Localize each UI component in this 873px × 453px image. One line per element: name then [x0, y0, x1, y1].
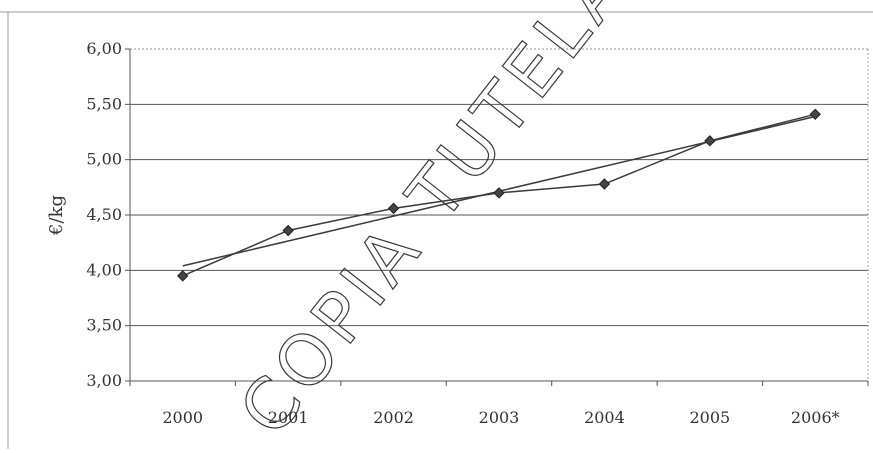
x-tick-label: 2000 — [162, 408, 203, 427]
x-tick-labels: 2000 2001 2002 2003 2004 2005 2006* — [162, 408, 839, 427]
data-point-marker — [387, 202, 400, 215]
data-point-marker — [809, 108, 821, 121]
watermark-group: COPIA TUTELATA DA GURITEL — [223, 0, 873, 451]
markers-group — [177, 108, 821, 282]
y-tick-label: 3,00 — [86, 371, 122, 390]
data-point-marker — [282, 224, 294, 237]
data-point-marker — [177, 270, 189, 282]
y-axis-title: €/kg — [46, 195, 67, 236]
data-point-marker — [598, 178, 611, 190]
x-tick-label: 2005 — [689, 408, 730, 427]
x-tick-label: 2004 — [584, 408, 625, 427]
grid-lines — [130, 48, 868, 327]
data-point-marker — [704, 135, 716, 147]
x-tick-label: 2003 — [479, 408, 520, 427]
y-tick-label: 6,00 — [86, 39, 122, 58]
y-tick-label: 4,50 — [86, 205, 122, 224]
y-tick-label: 3,50 — [86, 316, 122, 335]
x-tick-label: 2001 — [268, 408, 309, 427]
axes — [125, 48, 869, 386]
y-tick-label: 4,00 — [86, 260, 122, 279]
y-tick-label: 5,50 — [86, 94, 122, 113]
y-tick-labels: 3,00 3,50 4,00 4,50 5,00 5,50 6,00 — [86, 39, 122, 390]
x-tick-label: 2002 — [373, 408, 414, 427]
y-tick-label: 5,00 — [86, 150, 122, 169]
x-tick-label: 2006* — [791, 408, 840, 427]
data-point-marker — [493, 187, 505, 199]
watermark: COPIA TUTELATA DA GURITEL — [224, 0, 873, 449]
